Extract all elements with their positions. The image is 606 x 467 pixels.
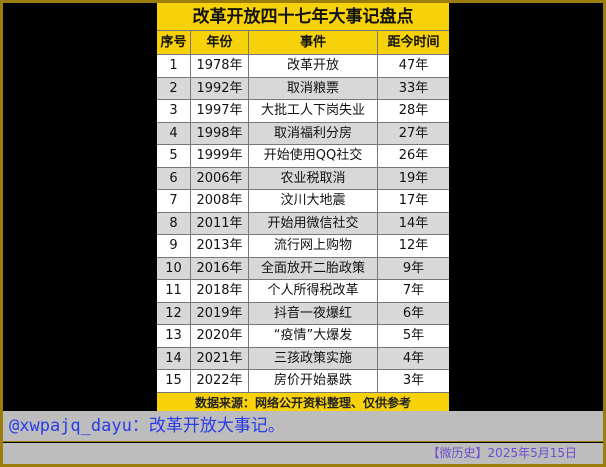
- table-title: 改革开放四十七年大事记盘点: [157, 3, 449, 31]
- cell-year: 2021年: [191, 347, 249, 369]
- table-footer: 数据来源：网络公开资料整理、仅供参考: [157, 392, 449, 413]
- cell-year: 2008年: [191, 190, 249, 212]
- cell-year: 2011年: [191, 212, 249, 234]
- cell-year: 2020年: [191, 325, 249, 347]
- cell-elapsed: 28年: [398, 103, 429, 118]
- cell-year: 1998年: [191, 122, 249, 144]
- header-event: 事件: [249, 31, 378, 54]
- cell-year: 1997年: [191, 100, 249, 122]
- cell-elapsed: 19年: [398, 170, 429, 186]
- header-year: 年份: [191, 31, 249, 54]
- table-row: 5 1999年 开始使用QQ社交 26年: [157, 145, 449, 168]
- events-table: 改革开放四十七年大事记盘点 序号 年份 事件 距今时间 1 1978年 改革开放 47…: [157, 3, 449, 413]
- cell-event: 改革开放: [249, 55, 378, 77]
- table-row: 4 1998年 取消福利分房 27年: [157, 122, 449, 145]
- cell-index: 15: [157, 370, 191, 392]
- cell-event: 汶川大地震: [249, 190, 378, 212]
- table-row: 8 2011年 开始用微信社交 14年: [157, 212, 449, 235]
- header-elapsed: 距今时间: [387, 35, 440, 50]
- cell-year: 2018年: [191, 280, 249, 302]
- table-row: 6 2006年 农业税取消 19年: [157, 167, 449, 190]
- cell-event: 取消福利分房: [249, 122, 378, 144]
- cell-elapsed: 47年: [398, 58, 429, 73]
- cell-event: 全面放开二胎政策: [249, 257, 378, 279]
- cell-elapsed: 26年: [398, 148, 429, 163]
- cell-index: 8: [157, 212, 191, 234]
- cell-elapsed: 9年: [402, 260, 425, 276]
- cell-event: 房价开始暴跌: [249, 370, 378, 392]
- cell-index: 13: [157, 325, 191, 347]
- cell-elapsed: 17年: [398, 193, 429, 208]
- cell-year: 2006年: [191, 167, 249, 189]
- cell-year: 1978年: [191, 55, 249, 77]
- table-row: 11 2018年 个人所得税改革 7年: [157, 280, 449, 303]
- cell-year: 2019年: [191, 302, 249, 324]
- table-row: 9 2013年 流行网上购物 12年: [157, 235, 449, 258]
- cell-elapsed: 14年: [398, 215, 429, 231]
- table-header: 序号 年份 事件 距今时间: [157, 31, 449, 55]
- table-row: 13 2020年 “疫情”大爆发 5年: [157, 325, 449, 348]
- cell-index: 4: [157, 122, 191, 144]
- cell-year: 2016年: [191, 257, 249, 279]
- table-row: 1 1978年 改革开放 47年: [157, 55, 449, 78]
- table-row: 10 2016年 全面放开二胎政策 9年: [157, 257, 449, 280]
- header-index: 序号: [157, 31, 191, 54]
- cell-event: “疫情”大爆发: [249, 325, 378, 347]
- cell-event: 流行网上购物: [249, 235, 378, 257]
- cell-elapsed: 6年: [402, 305, 425, 321]
- cell-event: 农业税取消: [249, 167, 378, 189]
- post-caption: @xwpajq_dayu：改革开放大事记。: [3, 411, 603, 442]
- cell-event: 个人所得税改革: [249, 280, 378, 302]
- cell-year: 1992年: [191, 77, 249, 99]
- cell-year: 2022年: [191, 370, 249, 392]
- cell-elapsed: 33年: [398, 80, 429, 96]
- cell-index: 2: [157, 77, 191, 99]
- cell-elapsed: 4年: [402, 350, 425, 366]
- cell-index: 11: [157, 280, 191, 302]
- cell-index: 3: [157, 100, 191, 122]
- cell-index: 12: [157, 302, 191, 324]
- cell-event: 大批工人下岗失业: [249, 100, 378, 122]
- table-row: 3 1997年 大批工人下岗失业 28年: [157, 100, 449, 123]
- cell-index: 5: [157, 145, 191, 167]
- cell-year: 2013年: [191, 235, 249, 257]
- table-row: 7 2008年 汶川大地震 17年: [157, 190, 449, 213]
- cell-year: 1999年: [191, 145, 249, 167]
- cell-elapsed: 5年: [402, 328, 425, 343]
- cell-elapsed: 7年: [402, 283, 425, 298]
- cell-event: 开始使用QQ社交: [249, 145, 378, 167]
- cell-index: 7: [157, 190, 191, 212]
- cell-index: 14: [157, 347, 191, 369]
- table-row: 15 2022年 房价开始暴跌 3年: [157, 370, 449, 393]
- cell-event: 抖音一夜爆红: [249, 302, 378, 324]
- cell-event: 三孩政策实施: [249, 347, 378, 369]
- image-frame: 改革开放四十七年大事记盘点 序号 年份 事件 距今时间 1 1978年 改革开放 47…: [3, 3, 603, 464]
- cell-event: 开始用微信社交: [249, 212, 378, 234]
- cell-index: 10: [157, 257, 191, 279]
- cell-event: 取消粮票: [249, 77, 378, 99]
- cell-index: 9: [157, 235, 191, 257]
- table-row: 2 1992年 取消粮票 33年: [157, 77, 449, 100]
- cell-elapsed: 27年: [398, 125, 429, 141]
- table-row: 14 2021年 三孩政策实施 4年: [157, 347, 449, 370]
- cell-index: 1: [157, 55, 191, 77]
- table-row: 12 2019年 抖音一夜爆红 6年: [157, 302, 449, 325]
- cell-elapsed: 3年: [402, 373, 425, 388]
- cell-elapsed: 12年: [398, 238, 429, 253]
- cell-index: 6: [157, 167, 191, 189]
- dateline: 【微历史】2025年5月15日: [3, 443, 603, 464]
